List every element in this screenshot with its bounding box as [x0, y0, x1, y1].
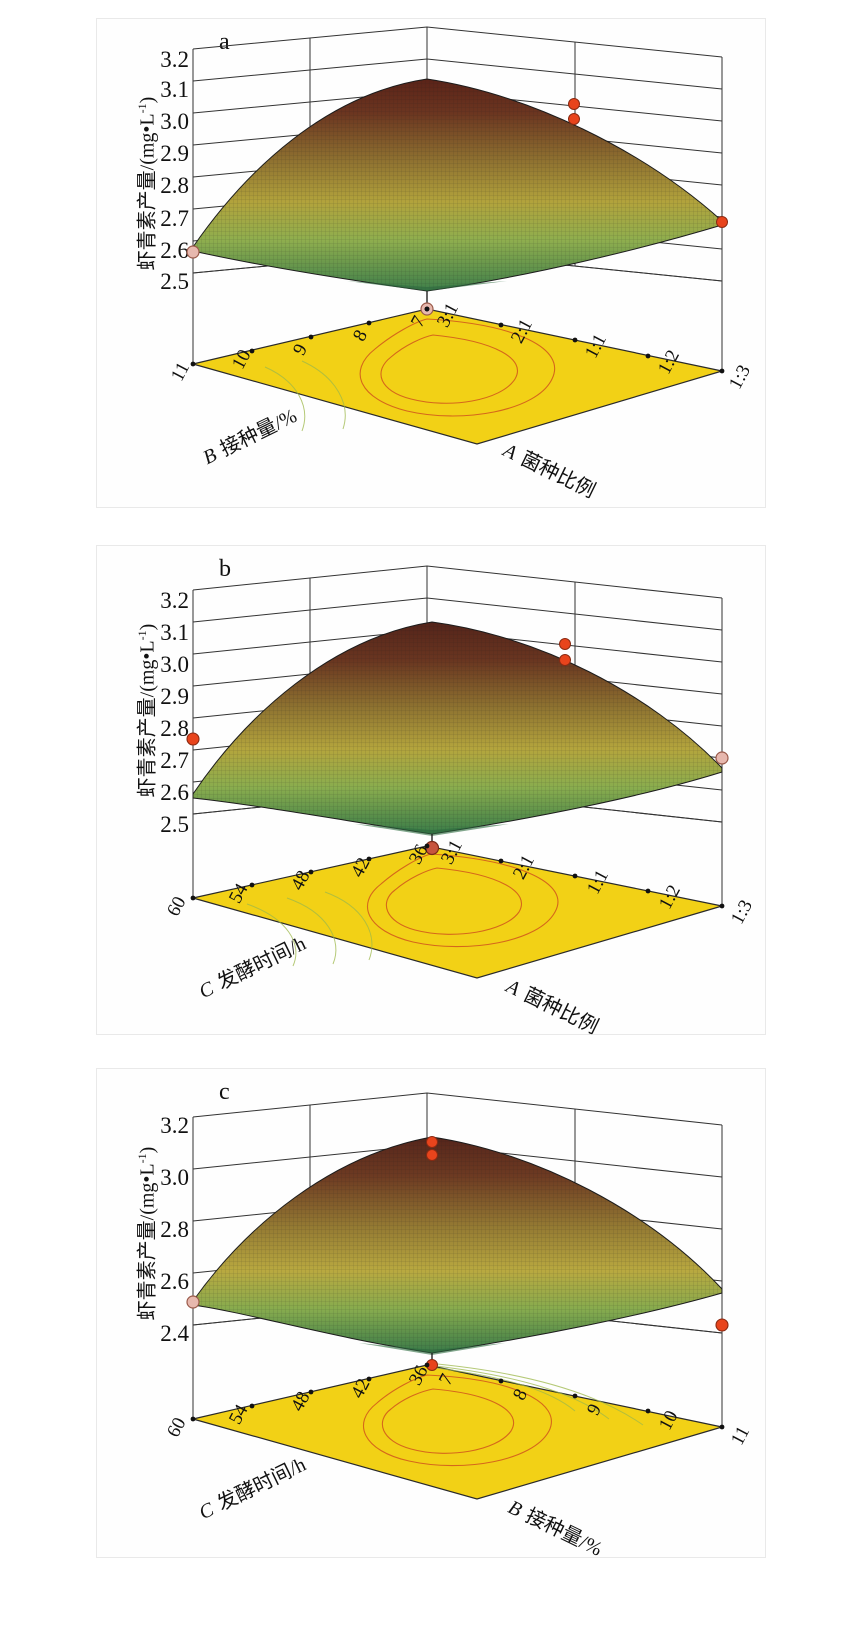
data-point [186, 245, 200, 259]
data-point [186, 732, 200, 746]
panel-c-floor-ticks [190, 1362, 725, 1430]
y-tick: 2.8 [160, 716, 189, 741]
y-tick: 2.8 [160, 1217, 189, 1242]
y-tick: 2.4 [160, 1321, 189, 1346]
y-tick: 2.9 [160, 684, 189, 709]
panel-b-y-ticks: 3.2 3.1 3.0 2.9 2.8 2.7 2.6 2.5 [117, 546, 189, 1034]
y-tick: 3.2 [160, 1113, 189, 1138]
panel-b-inner: b 虾青素产量/(mg•L-1) 3.2 3.1 3.0 2.9 2.8 2.7… [97, 546, 765, 1039]
data-point [716, 216, 728, 228]
panel-a: a 虾青素产量/(mg•L-1) 3.2 3.1 3.0 2.9 2.8 2.7… [96, 18, 766, 508]
y-tick: 3.0 [160, 109, 189, 134]
data-point [568, 98, 580, 110]
y-tick: 2.7 [160, 748, 189, 773]
y-tick: 2.6 [160, 1269, 189, 1294]
data-point [715, 1318, 729, 1332]
data-point [559, 638, 571, 650]
y-tick: 2.9 [160, 141, 189, 166]
panel-b-data-points [186, 638, 729, 856]
y-tick: 2.5 [160, 812, 189, 837]
data-point [559, 654, 571, 666]
panel-c-letter: c [219, 1079, 230, 1105]
y-tick: 2.7 [160, 206, 189, 231]
panel-a-letter: a [219, 29, 230, 55]
y-tick: 3.2 [160, 588, 189, 613]
y-tick: 3.1 [160, 77, 189, 102]
y-tick: 3.2 [160, 47, 189, 72]
panel-a-inner: a 虾青素产量/(mg•L-1) 3.2 3.1 3.0 2.9 2.8 2.7… [97, 19, 765, 507]
panel-c-y-ticks: 3.2 3.0 2.8 2.6 2.4 [117, 1069, 189, 1557]
panel-b-floor-ticks [190, 843, 725, 909]
panel-a-floor-ticks [190, 306, 725, 374]
y-tick: 3.1 [160, 620, 189, 645]
data-point [568, 113, 580, 125]
data-point [715, 751, 729, 765]
y-tick: 3.0 [160, 1165, 189, 1190]
panel-b-surface-plot [186, 565, 729, 979]
panel-b: b 虾青素产量/(mg•L-1) 3.2 3.1 3.0 2.9 2.8 2.7… [96, 545, 766, 1039]
panel-b-response-surface [192, 621, 723, 836]
panel-b-letter: b [219, 556, 231, 582]
panel-c-inner: c 虾青素产量/(mg•L-1) 3.2 3.0 2.8 2.6 2.4 [97, 1069, 765, 1561]
y-tick: 2.6 [160, 780, 189, 805]
panel-c-data-points [186, 1136, 729, 1371]
y-tick: 2.6 [160, 238, 189, 263]
panel-c-surface-plot [186, 1092, 729, 1500]
panel-c-contour-floor [192, 1362, 723, 1500]
data-point [186, 1295, 200, 1309]
data-point [426, 1136, 438, 1148]
y-tick: 2.8 [160, 173, 189, 198]
panel-c: c 虾青素产量/(mg•L-1) 3.2 3.0 2.8 2.6 2.4 [96, 1068, 766, 1561]
y-tick: 3.0 [160, 652, 189, 677]
panel-a-surface-plot [186, 26, 728, 445]
data-point [426, 1149, 438, 1161]
panel-a-response-surface [192, 78, 723, 292]
y-tick: 2.5 [160, 269, 189, 294]
panel-c-response-surface [192, 1136, 723, 1355]
panel-a-y-ticks: 3.2 3.1 3.0 2.9 2.8 2.7 2.6 2.5 [117, 19, 189, 507]
